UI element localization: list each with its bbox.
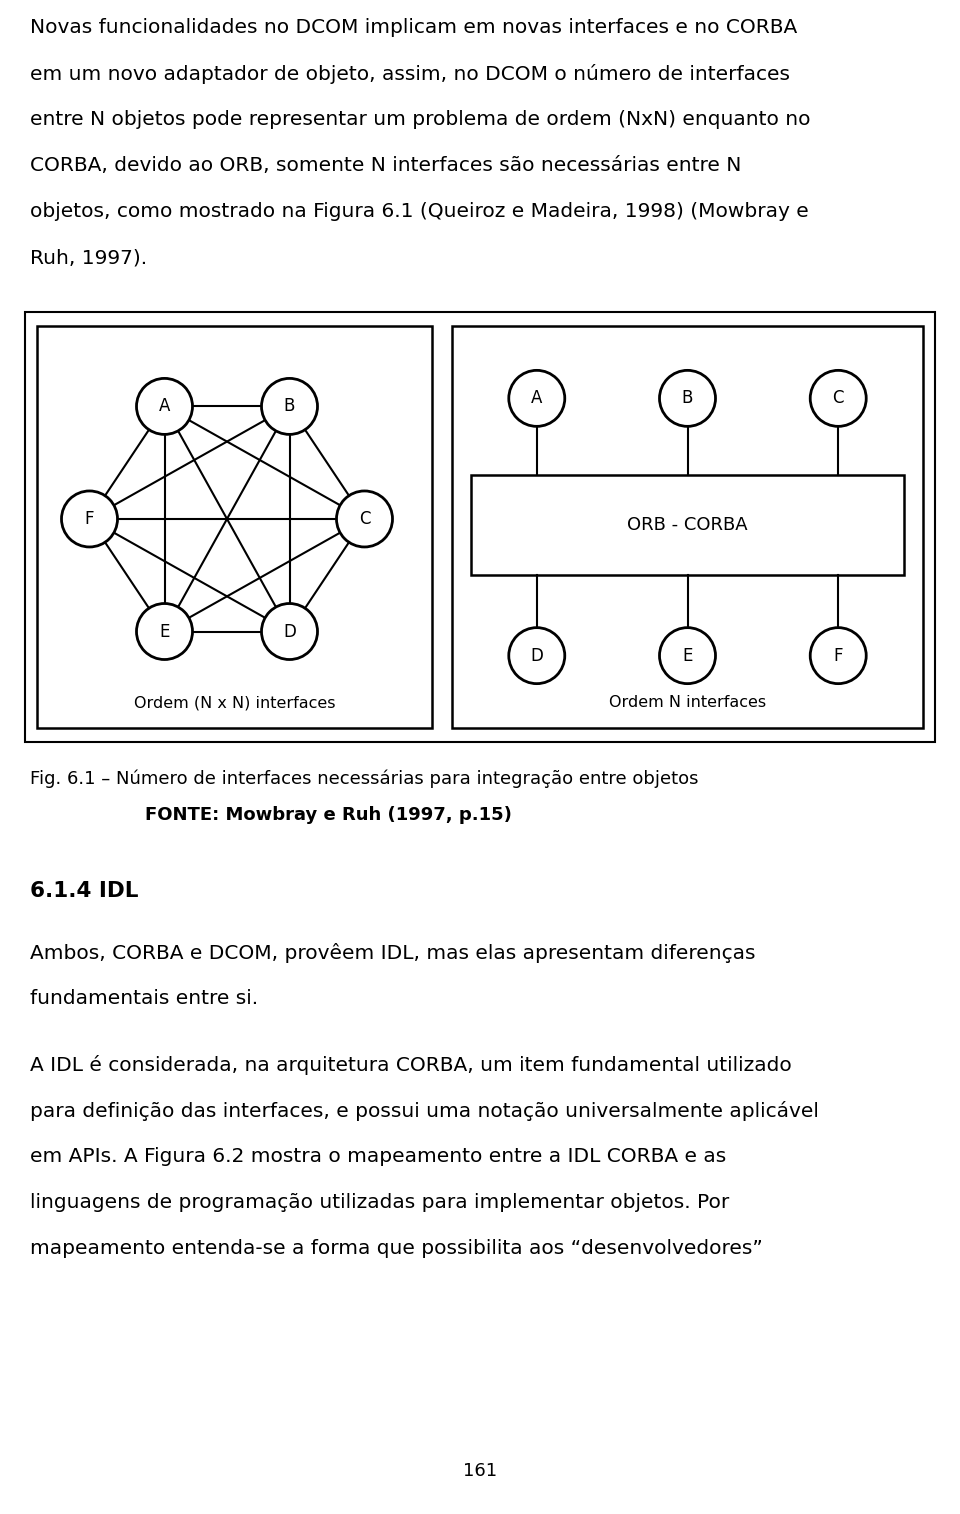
Text: Novas funcionalidades no DCOM implicam em novas interfaces e no CORBA: Novas funcionalidades no DCOM implicam e… [30,18,797,36]
Bar [25,312,935,742]
Text: D: D [283,622,296,640]
Text: E: E [159,622,170,640]
Bar [470,475,904,575]
Text: ORB - CORBA: ORB - CORBA [627,516,748,534]
Text: CORBA, devido ao ORB, somente N interfaces são necessárias entre N: CORBA, devido ao ORB, somente N interfac… [30,156,741,176]
Text: A: A [531,389,542,407]
Text: objetos, como mostrado na Figura 6.1 (Queiroz e Madeira, 1998) (Mowbray e: objetos, como mostrado na Figura 6.1 (Qu… [30,201,808,221]
Text: B: B [284,397,295,415]
Text: E: E [683,646,693,665]
Text: Ruh, 1997).: Ruh, 1997). [30,248,147,266]
Circle shape [810,371,866,427]
Text: Ordem (N x N) interfaces: Ordem (N x N) interfaces [133,695,335,710]
Bar [452,326,923,728]
Text: D: D [530,646,543,665]
Bar [37,326,432,728]
Circle shape [337,491,393,547]
Text: A IDL é considerada, na arquitetura CORBA, um item fundamental utilizado: A IDL é considerada, na arquitetura CORB… [30,1055,792,1075]
Circle shape [261,378,318,435]
Circle shape [136,604,193,660]
Text: 161: 161 [463,1463,497,1481]
Circle shape [61,491,117,547]
Text: F: F [84,510,94,528]
Text: Ordem N interfaces: Ordem N interfaces [609,695,766,710]
Circle shape [810,628,866,684]
Text: Fig. 6.1 – Número de interfaces necessárias para integração entre objetos: Fig. 6.1 – Número de interfaces necessár… [30,771,699,789]
Text: entre N objetos pode representar um problema de ordem (NxN) enquanto no: entre N objetos pode representar um prob… [30,111,810,129]
Text: em APIs. A Figura 6.2 mostra o mapeamento entre a IDL CORBA e as: em APIs. A Figura 6.2 mostra o mapeament… [30,1148,727,1166]
Text: C: C [832,389,844,407]
Circle shape [660,371,715,427]
Text: linguagens de programação utilizadas para implementar objetos. Por: linguagens de programação utilizadas par… [30,1193,730,1213]
Text: Ambos, CORBA e DCOM, provêem IDL, mas elas apresentam diferenças: Ambos, CORBA e DCOM, provêem IDL, mas el… [30,943,756,963]
Text: F: F [833,646,843,665]
Text: C: C [359,510,371,528]
Circle shape [660,628,715,684]
Text: em um novo adaptador de objeto, assim, no DCOM o número de interfaces: em um novo adaptador de objeto, assim, n… [30,64,790,83]
Text: para definição das interfaces, e possui uma notação universalmente aplicável: para definição das interfaces, e possui … [30,1101,819,1120]
Text: A: A [158,397,170,415]
Text: mapeamento entenda-se a forma que possibilita aos “desenvolvedores”: mapeamento entenda-se a forma que possib… [30,1238,763,1258]
Circle shape [136,378,193,435]
Circle shape [509,628,564,684]
Text: FONTE: Mowbray e Ruh (1997, p.15): FONTE: Mowbray e Ruh (1997, p.15) [145,805,512,824]
Text: B: B [682,389,693,407]
Circle shape [261,604,318,660]
Text: fundamentais entre si.: fundamentais entre si. [30,989,258,1008]
Text: 6.1.4 IDL: 6.1.4 IDL [30,881,138,901]
Circle shape [509,371,564,427]
